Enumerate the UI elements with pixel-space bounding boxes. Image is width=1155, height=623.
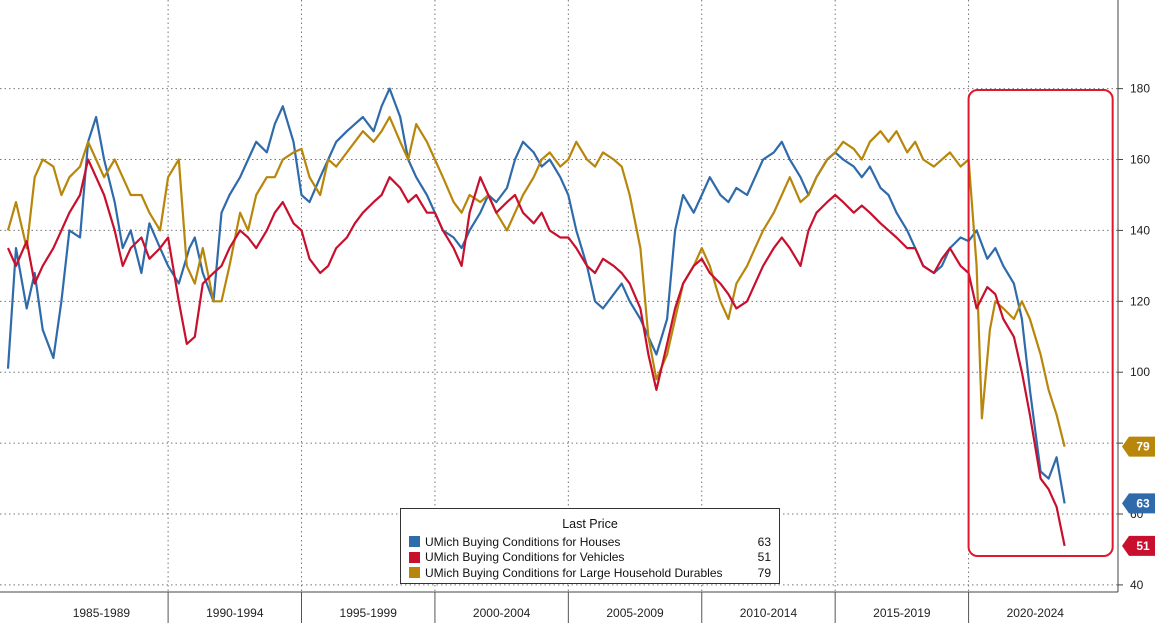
legend-swatch-vehicles xyxy=(409,551,420,563)
x-axis: 1985-1989 1990-1994 1995-1999 2000-2004 2005… xyxy=(73,592,1065,623)
y-tick-label: 100 xyxy=(1130,365,1150,379)
y-tick-label: 120 xyxy=(1130,294,1150,308)
legend-item-durables: UMich Buying Conditions for Large Househ… xyxy=(401,565,779,581)
last-value-badge xyxy=(1122,436,1155,457)
legend: Last Price UMich Buying Conditions for H… xyxy=(400,508,780,584)
x-period-label: 2020-2024 xyxy=(1007,606,1065,620)
y-tick-label: 160 xyxy=(1130,153,1150,167)
legend-label-vehicles: UMich Buying Conditions for Vehicles xyxy=(425,550,625,565)
highlight-box xyxy=(967,89,1114,557)
legend-item-vehicles: UMich Buying Conditions for Vehicles 51 xyxy=(401,550,779,566)
series-line xyxy=(6,115,1066,447)
last-value-badge xyxy=(1122,493,1155,514)
series-line xyxy=(6,158,1066,547)
legend-item-houses: UMich Buying Conditions for Houses 63 xyxy=(401,534,779,550)
series-lines xyxy=(6,87,1066,547)
legend-title: Last Price xyxy=(562,517,618,531)
last-value-label: 63 xyxy=(1136,496,1150,510)
legend-label-durables: UMich Buying Conditions for Large Househ… xyxy=(425,565,723,580)
legend-value-vehicles: 51 xyxy=(757,550,771,565)
legend-value-durables: 79 xyxy=(757,565,771,580)
legend-swatch-houses xyxy=(409,536,420,548)
legend-value-houses: 63 xyxy=(757,534,771,549)
x-period-label: 1990-1994 xyxy=(206,606,264,620)
x-period-label: 2005-2009 xyxy=(606,606,664,620)
last-value-label: 79 xyxy=(1136,440,1150,454)
last-value-badges: 63 51 79 xyxy=(1122,436,1155,556)
x-period-label: 2015-2019 xyxy=(873,606,931,620)
y-tick-label: 140 xyxy=(1130,223,1150,237)
x-period-label: 1985-1989 xyxy=(73,606,131,620)
grid-lines xyxy=(0,0,1118,592)
legend-swatch-durables xyxy=(409,567,420,579)
x-period-label: 1995-1999 xyxy=(340,606,398,620)
last-value-badge xyxy=(1122,535,1155,556)
series-line xyxy=(6,87,1066,504)
y-axis: 406080100120140160180 xyxy=(1118,82,1150,592)
last-value-label: 51 xyxy=(1136,539,1150,553)
x-period-label: 2000-2004 xyxy=(473,606,531,620)
y-tick-label: 180 xyxy=(1130,82,1150,96)
x-period-label: 2010-2014 xyxy=(740,606,798,620)
legend-label-houses: UMich Buying Conditions for Houses xyxy=(425,534,621,549)
y-tick-label: 40 xyxy=(1130,578,1144,592)
